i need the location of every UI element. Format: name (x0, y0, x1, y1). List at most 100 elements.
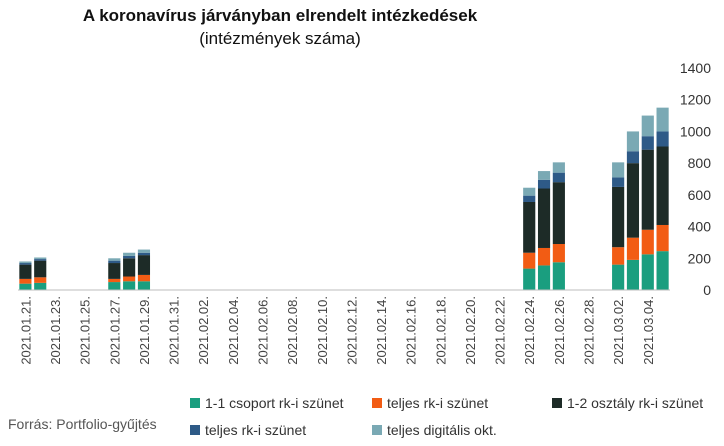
bar-segment (552, 162, 565, 173)
bar-segment (537, 265, 551, 290)
x-tick-label: 2021.02.18. (433, 296, 448, 365)
x-tick-label: 2021.02.20. (463, 296, 478, 365)
bar-segment (123, 276, 136, 282)
source-note: Forrás: Portfolio-gyűjtés (8, 416, 157, 432)
bar-segment (123, 281, 136, 290)
bar-segment (656, 146, 669, 225)
bar-segment (656, 224, 669, 252)
bar-segment (612, 186, 625, 248)
bar-segment (523, 252, 536, 269)
x-tick-label: 2021.02.26. (552, 296, 567, 365)
y-tick-label: 200 (688, 250, 712, 266)
x-tick-label: 2021.01.23. (48, 296, 63, 365)
bar-segment (108, 282, 121, 290)
x-tick-label: 2021.02.06. (256, 296, 271, 365)
bar-segment (123, 255, 136, 259)
legend-item: teljes rk-i szünet (372, 395, 488, 411)
x-tick-label: 2021.02.12. (344, 296, 359, 365)
legend-item: 1-2 osztály rk-i szünet (552, 395, 703, 411)
y-tick-label: 1200 (680, 92, 711, 108)
bar-segment (123, 252, 136, 256)
chart-subtitle: (intézmények száma) (199, 29, 361, 48)
bar-segment (641, 115, 654, 137)
bar-segment (19, 261, 32, 264)
bar-segment (123, 258, 136, 277)
bar-segment (641, 254, 654, 290)
x-tick-label: 2021.02.24. (522, 296, 537, 365)
y-tick-label: 800 (688, 155, 712, 171)
x-tick-label: 2021.02.10. (315, 296, 330, 365)
bar-segment (108, 258, 121, 261)
legend-swatch (190, 425, 200, 436)
bar-segment (612, 264, 625, 290)
legend-swatch (552, 398, 562, 409)
y-axis-ticks: 0 200 400 600 800 1000 1200 1400 (680, 60, 711, 298)
y-tick-label: 400 (688, 219, 712, 235)
x-tick-label: 2021.02.08. (285, 296, 300, 365)
x-tick-label: 2021.02.04. (226, 296, 241, 365)
bar-segment (626, 237, 640, 260)
legend-swatch (372, 425, 382, 436)
x-tick-label: 2021.03.04. (641, 296, 656, 365)
bar-segment (656, 131, 669, 147)
legend-item: teljes rk-i szünet (190, 422, 306, 438)
bar-segment (137, 249, 151, 253)
bar-segment (641, 136, 654, 150)
bar-segment (137, 281, 151, 290)
bar-segment (552, 262, 565, 290)
bar-segment (612, 247, 625, 265)
x-tick-label: 2021.01.27. (107, 296, 122, 365)
bar-segment (34, 257, 47, 260)
x-tick-label: 2021.02.14. (374, 296, 389, 365)
bar-segment (641, 149, 654, 230)
bar-segment (108, 278, 121, 283)
legend-item: 1-1 csoport rk-i szünet (190, 395, 344, 411)
legend-label: teljes rk-i szünet (205, 422, 307, 438)
legend-label: teljes digitális okt. (387, 422, 497, 438)
chart-title: A koronavírus járványban elrendelt intéz… (82, 6, 478, 25)
bar-segment (137, 252, 151, 256)
bar-segment (626, 259, 640, 290)
bar-segment (537, 179, 551, 189)
x-tick-label: 2021.01.21. (18, 296, 33, 365)
y-tick-label: 0 (703, 282, 711, 298)
bar-segment (612, 162, 625, 178)
x-axis-ticks: 2021.01.21. 2021.01.23. 2021.01.25. 2021.01… (18, 296, 655, 365)
legend-swatch (190, 398, 200, 409)
bar-segment (19, 264, 32, 279)
y-tick-label: 600 (688, 187, 712, 203)
bar-segment (641, 229, 654, 255)
y-tick-label: 1000 (680, 123, 711, 139)
y-tick-label: 1400 (680, 60, 711, 76)
bar-segment (108, 260, 121, 264)
bar-segment (552, 172, 565, 183)
bar-segment (523, 201, 536, 253)
bar-segment (626, 131, 640, 152)
legend-label: teljes rk-i szünet (387, 395, 489, 411)
bar-segment (552, 244, 565, 263)
legend-label: 1-1 csoport rk-i szünet (205, 395, 344, 411)
x-tick-label: 2021.02.22. (493, 296, 508, 365)
bar-segment (19, 283, 32, 290)
bar-segment (537, 171, 551, 180)
bar-segment (34, 260, 47, 278)
bar-segment (137, 274, 151, 282)
bar-segment (552, 182, 565, 245)
bar-segment (34, 282, 47, 290)
x-tick-label: 2021.02.16. (404, 296, 419, 365)
bar-segment (523, 195, 536, 202)
bar-segment (523, 187, 536, 196)
x-tick-label: 2021.02.28. (582, 296, 597, 365)
bar-segment (523, 268, 536, 290)
bar-segment (137, 255, 151, 275)
bar-segment (34, 277, 47, 283)
x-tick-label: 2021.03.02. (611, 296, 626, 365)
bar-segment (19, 263, 32, 265)
x-tick-label: 2021.02.02. (196, 296, 211, 365)
bars-layer (19, 107, 669, 290)
bar-segment (537, 188, 551, 248)
bar-segment (626, 163, 640, 238)
x-tick-label: 2021.01.31. (167, 296, 182, 365)
bar-segment (626, 151, 640, 164)
